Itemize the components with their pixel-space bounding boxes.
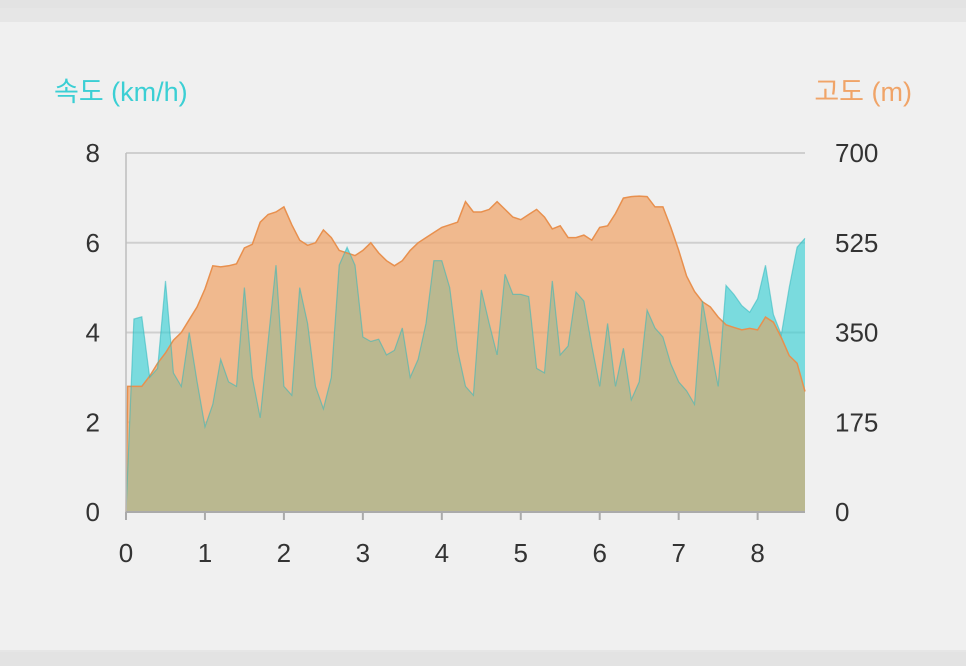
bottom-divider: [0, 652, 966, 666]
y-left-tick-label: 2: [86, 407, 100, 437]
altitude-line: [125, 195, 806, 513]
overlap-area: [126, 238, 805, 512]
y-right-tick-label: 525: [835, 228, 878, 258]
y-left-tick-label: 0: [86, 497, 100, 527]
top-divider: [0, 0, 966, 8]
x-tick-label: 4: [435, 538, 449, 568]
right-axis-title: 고도 (m): [814, 77, 912, 107]
x-tick-label: 3: [356, 538, 370, 568]
y-right-tick-label: 0: [835, 497, 849, 527]
y-right-tick-label: 700: [835, 138, 878, 168]
x-tick-label: 7: [671, 538, 685, 568]
x-tick-label: 5: [514, 538, 528, 568]
y-right-tick-label: 175: [835, 407, 878, 437]
y-left-tick-label: 8: [86, 138, 100, 168]
x-tick-label: 1: [198, 538, 212, 568]
y-left-tick-label: 4: [86, 318, 100, 348]
x-tick-label: 6: [592, 538, 606, 568]
x-tick-label: 2: [277, 538, 291, 568]
x-tick-label: 0: [119, 538, 133, 568]
y-right-tick-label: 350: [835, 318, 878, 348]
left-axis-title: 속도 (km/h): [54, 77, 188, 107]
y-left-tick-label: 6: [86, 228, 100, 258]
x-tick-label: 8: [750, 538, 764, 568]
speed-line: [125, 237, 806, 513]
